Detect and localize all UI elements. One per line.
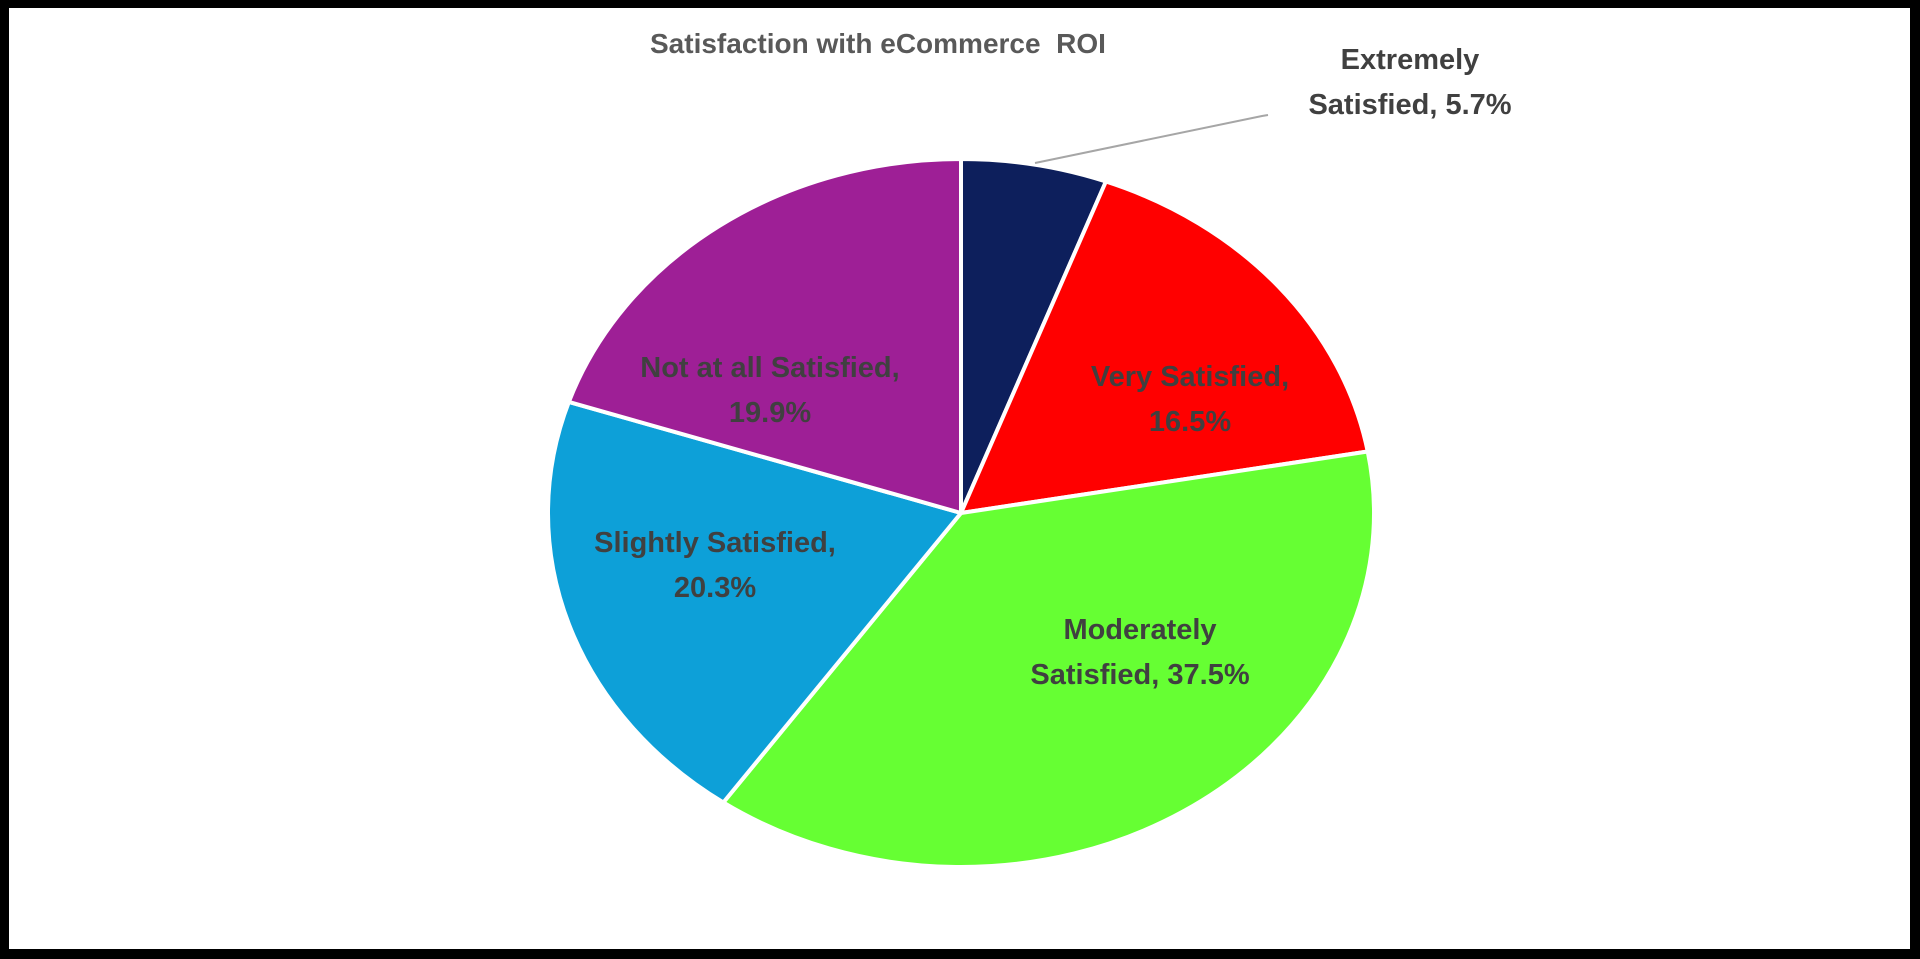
pie-slice-very-satisfied — [959, 179, 1370, 515]
pie-slice-slightly-satisfied — [546, 399, 963, 805]
label-very-satisfied: Very Satisfied, 16.5% — [1030, 355, 1350, 445]
label-moderately-satisfied: Moderately Satisfied, 37.5% — [970, 608, 1310, 698]
label-slightly-satisfied: Slightly Satisfied, 20.3% — [545, 521, 885, 611]
label-line: Extremely — [1340, 44, 1480, 76]
label-line: 16.5% — [1148, 406, 1232, 438]
pie-slice-moderately-satisfied — [721, 449, 1376, 869]
label-line: Very Satisfied, — [1090, 361, 1290, 393]
label-line: Satisfied, 37.5% — [1030, 659, 1250, 691]
label-not-at-all-satisfied: Not at all Satisfied, 19.9% — [580, 346, 960, 436]
chart-title: Satisfaction with eCommerce ROI — [650, 28, 1106, 59]
leader-line — [1034, 114, 1269, 164]
pie-slice-extremely-satisfied — [959, 157, 1108, 515]
label-line: Moderately — [1063, 614, 1217, 646]
label-line: Not at all Satisfied, — [640, 352, 900, 384]
label-line: Satisfied, 5.7% — [1308, 89, 1512, 121]
label-line: 20.3% — [673, 572, 757, 604]
label-line: 19.9% — [728, 397, 812, 429]
label-extremely-satisfied: Extremely Satisfied, 5.7% — [1250, 38, 1570, 128]
pie-slice-not-at-all-satisfied — [566, 157, 963, 515]
label-line: Slightly Satisfied, — [594, 527, 836, 559]
